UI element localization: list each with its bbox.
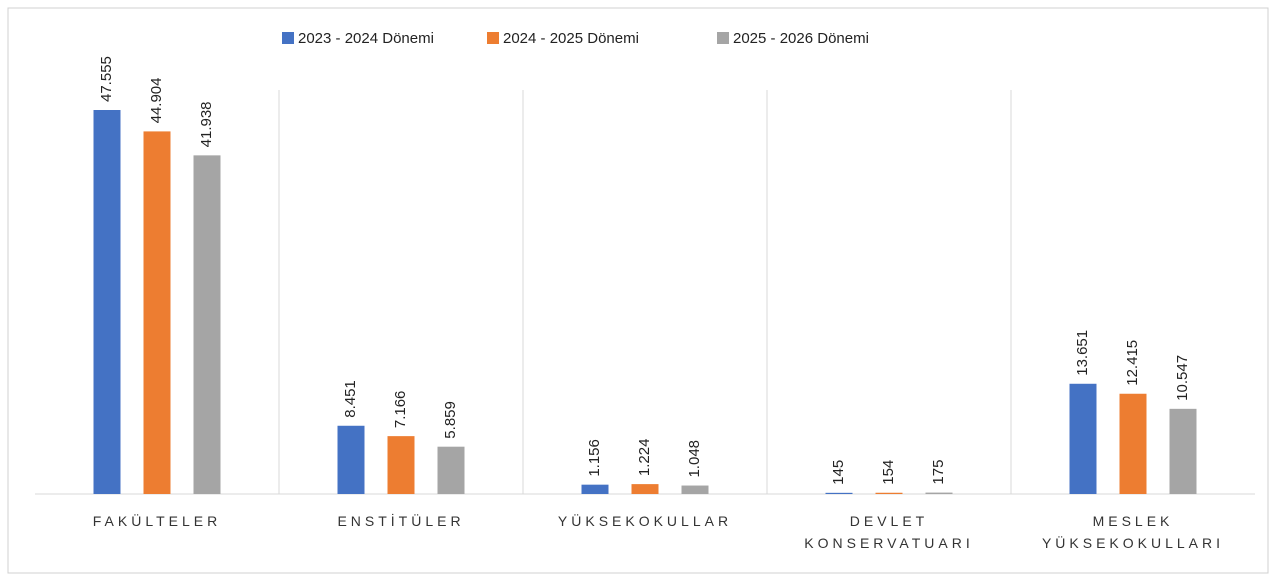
bar	[93, 110, 121, 494]
bar	[631, 484, 659, 494]
x-tick-label: FAKÜLTELER	[92, 513, 222, 529]
bar	[193, 155, 221, 494]
x-tick-label: MESLEK YÜKSEKOKULLARI	[1041, 513, 1225, 551]
value-label: 145	[830, 460, 847, 485]
legend-label: 2023 - 2024 Dönemi	[298, 30, 434, 47]
value-label: 1.156	[586, 439, 603, 477]
value-label: 5.859	[442, 401, 459, 439]
value-label: 10.547	[1174, 355, 1191, 401]
x-tick-label: DEVLET KONSERVATUARI	[804, 513, 974, 551]
bar	[1069, 383, 1097, 494]
value-label: 47.555	[98, 56, 115, 102]
value-label: 1.048	[686, 440, 703, 478]
bar	[1119, 393, 1147, 494]
bar	[925, 492, 953, 494]
value-label: 8.451	[342, 380, 359, 418]
value-label: 44.904	[148, 78, 165, 124]
value-label: 7.166	[392, 391, 409, 429]
legend-swatch	[282, 32, 294, 44]
bar	[1169, 408, 1197, 494]
bar	[387, 436, 415, 494]
value-label: 12.415	[1124, 340, 1141, 386]
value-label: 175	[930, 460, 947, 485]
bar	[825, 492, 853, 494]
bar	[143, 131, 171, 495]
legend-swatch	[487, 32, 499, 44]
bar	[681, 485, 709, 494]
legend-label: 2025 - 2026 Dönemi	[733, 30, 869, 47]
bar	[437, 446, 465, 494]
legend-swatch	[717, 32, 729, 44]
bar	[337, 425, 365, 494]
value-label: 1.224	[636, 439, 653, 477]
x-tick-label: YÜKSEKOKULLAR	[557, 513, 733, 529]
value-label: 154	[880, 460, 897, 485]
value-label: 41.938	[198, 101, 215, 147]
value-label: 13.651	[1074, 330, 1091, 376]
x-tick-label: ENSTİTÜLER	[337, 513, 465, 529]
legend-label: 2024 - 2025 Dönemi	[503, 30, 639, 47]
bar	[581, 484, 609, 494]
bar	[875, 492, 903, 494]
